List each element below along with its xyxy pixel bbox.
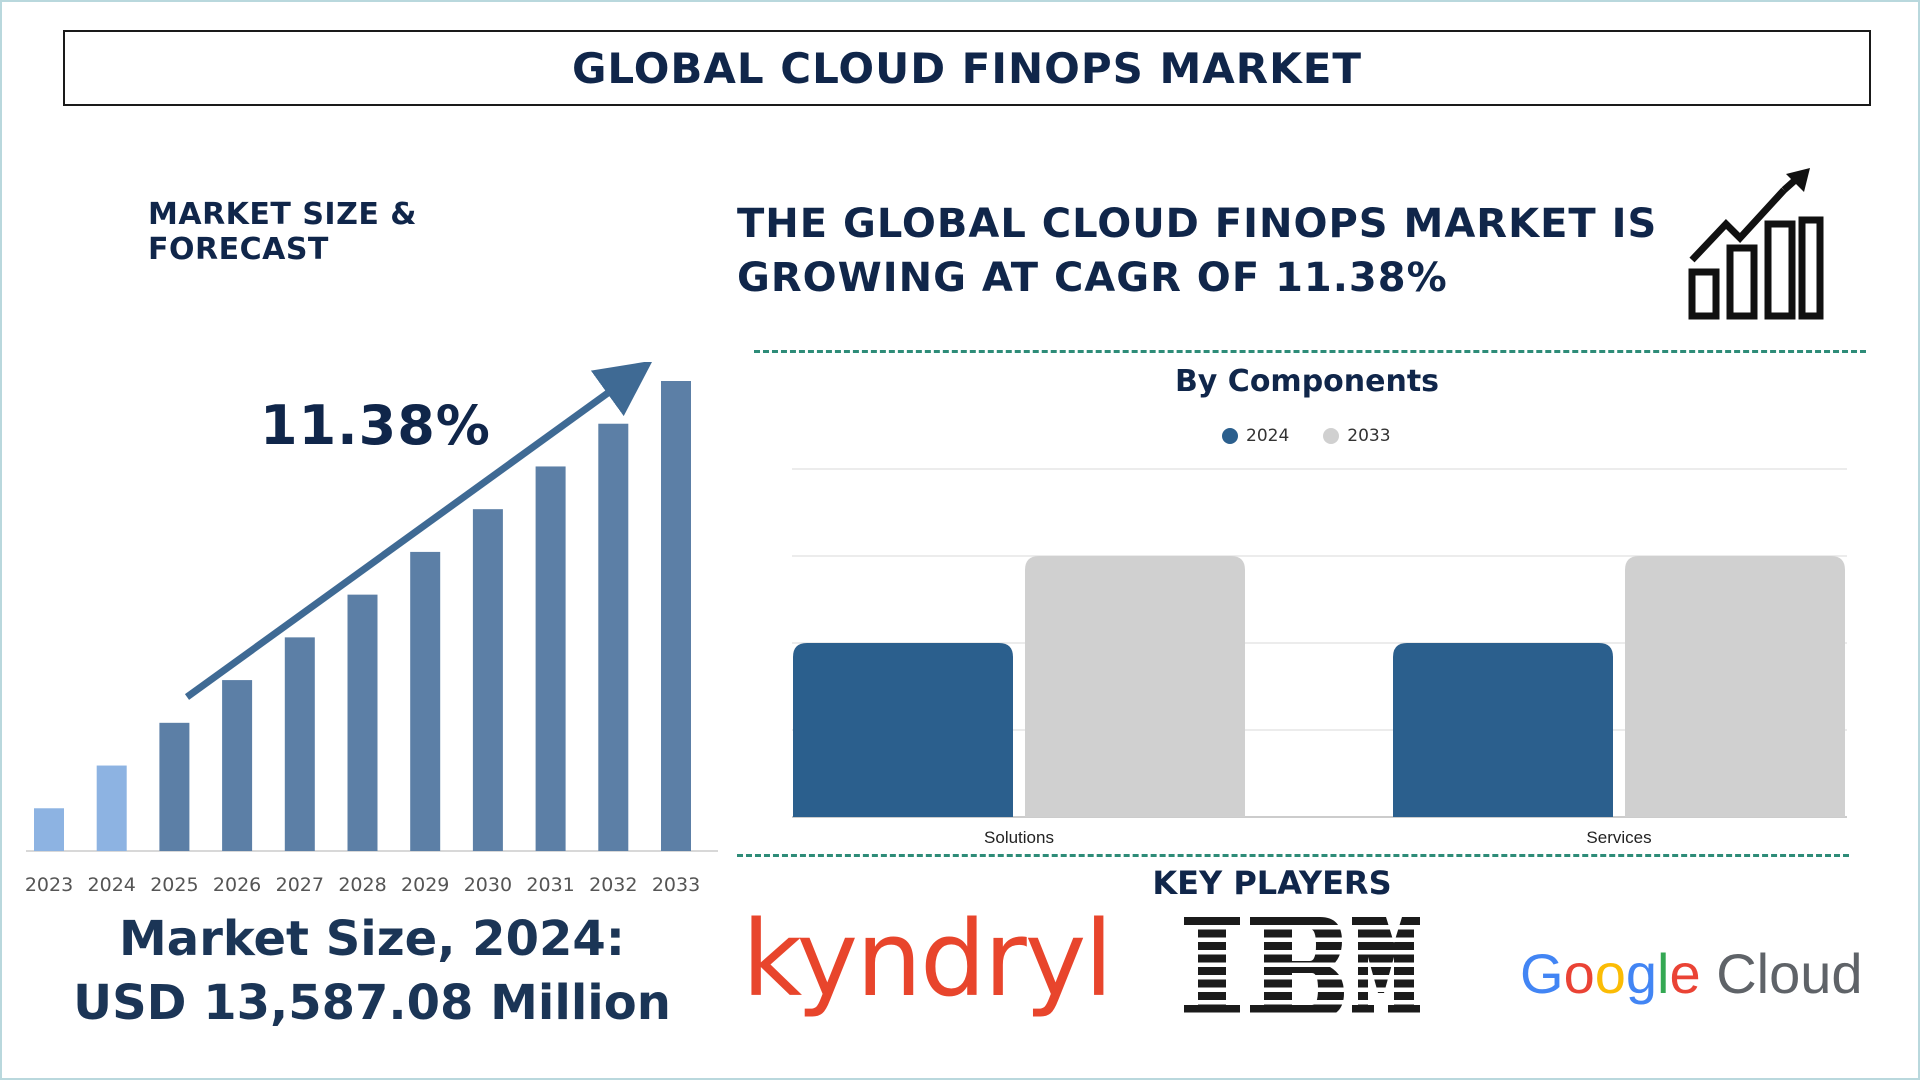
components-bar-services-2033 bbox=[1625, 556, 1845, 817]
cloud-wordmark: Cloud bbox=[1716, 942, 1863, 1005]
growth-chart-icon bbox=[1688, 168, 1824, 320]
google-cloud-logo: Google Cloud bbox=[1520, 946, 1863, 1002]
google-letter: o bbox=[1594, 942, 1626, 1005]
ibm-logo bbox=[1184, 917, 1420, 1017]
growth-tick-label: 2023 bbox=[25, 874, 73, 896]
components-bar-chart: Solutions Services bbox=[792, 468, 1847, 847]
components-legend: 2024 2033 bbox=[1222, 422, 1425, 450]
legend-dot-2033 bbox=[1323, 428, 1340, 444]
components-bar-solutions-2033 bbox=[1025, 556, 1245, 817]
components-category-label: Solutions bbox=[984, 828, 1054, 847]
growth-tick-label: 2025 bbox=[150, 874, 198, 896]
google-letter: e bbox=[1669, 942, 1701, 1005]
components-category-label: Services bbox=[1586, 828, 1651, 847]
market-growth-bar-chart: 2023 2024 2025 2026 2027 2028 2029 2030 2031 2032… bbox=[25, 362, 718, 896]
legend-item-2033: 2033 bbox=[1323, 426, 1391, 446]
cagr-headline-line2: GROWING AT CAGR OF 11.38% bbox=[737, 255, 1448, 301]
market-size-line2: USD 13,587.08 Million bbox=[73, 975, 671, 1031]
divider-bottom bbox=[737, 854, 1849, 857]
growth-tick-label: 2029 bbox=[401, 874, 449, 896]
growth-bar-2024 bbox=[96, 765, 127, 851]
components-chart-title: By Components bbox=[1174, 364, 1440, 399]
growth-tick-label: 2026 bbox=[213, 874, 261, 896]
growth-bar-2031 bbox=[535, 466, 566, 851]
divider-top bbox=[754, 350, 1866, 353]
market-size-line1: Market Size, 2024: bbox=[119, 911, 625, 967]
growth-bar-2027 bbox=[284, 637, 315, 851]
growth-tick-label: 2030 bbox=[464, 874, 512, 896]
growth-tick-label: 2032 bbox=[589, 874, 637, 896]
growth-bar-2026 bbox=[222, 680, 253, 851]
growth-tick-label: 2033 bbox=[652, 874, 700, 896]
growth-bar-2025 bbox=[159, 722, 190, 851]
components-bar-solutions-2024 bbox=[793, 643, 1013, 817]
growth-bar-2030 bbox=[472, 509, 503, 851]
legend-label-2033: 2033 bbox=[1347, 426, 1391, 446]
growth-bar-2032 bbox=[598, 423, 629, 851]
google-wordmark: Google bbox=[1520, 942, 1701, 1005]
growth-tick-label: 2027 bbox=[276, 874, 324, 896]
google-letter: g bbox=[1625, 942, 1658, 1005]
cagr-value: 11.38% bbox=[260, 394, 491, 457]
growth-bar-2033 bbox=[661, 381, 691, 851]
growth-tick-label: 2024 bbox=[88, 874, 136, 896]
growth-bar-2023 bbox=[34, 808, 64, 851]
legend-item-2024: 2024 bbox=[1222, 426, 1289, 446]
growth-trend-arrow bbox=[184, 362, 653, 700]
cagr-headline: THE GLOBAL CLOUD FINOPS MARKET IS GROWIN… bbox=[737, 197, 1667, 305]
cagr-headline-line1: THE GLOBAL CLOUD FINOPS MARKET IS bbox=[737, 201, 1658, 247]
page-title: GLOBAL CLOUD FINOPS MARKET bbox=[571, 43, 1363, 93]
growth-tick-label: 2028 bbox=[338, 874, 386, 896]
kyndryl-logo: kyndryl bbox=[742, 898, 1113, 1020]
google-letter: o bbox=[1563, 942, 1595, 1005]
google-letter: G bbox=[1520, 942, 1564, 1005]
growth-tick-label: 2031 bbox=[526, 874, 574, 896]
legend-label-2024: 2024 bbox=[1246, 426, 1290, 446]
legend-dot-2024 bbox=[1222, 428, 1238, 444]
market-size-heading: MARKET SIZE & FORECAST bbox=[148, 197, 417, 267]
market-size-statement: Market Size, 2024: USD 13,587.08 Million bbox=[62, 907, 682, 1035]
components-bar-services-2024 bbox=[1393, 643, 1613, 817]
growth-bar-2029 bbox=[410, 551, 441, 851]
key-players-title: KEY PLAYERS bbox=[1152, 864, 1392, 902]
title-banner: GLOBAL CLOUD FINOPS MARKET bbox=[63, 30, 1871, 106]
google-letter: l bbox=[1657, 942, 1670, 1005]
growth-bar-2028 bbox=[347, 594, 378, 851]
